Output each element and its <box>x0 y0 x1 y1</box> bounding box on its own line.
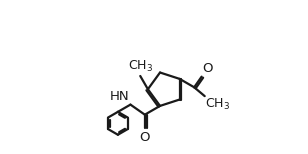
Text: HN: HN <box>109 90 129 103</box>
Text: CH$_3$: CH$_3$ <box>205 97 231 112</box>
Text: O: O <box>140 131 150 144</box>
Text: O: O <box>202 62 213 75</box>
Text: CH$_3$: CH$_3$ <box>128 59 153 75</box>
